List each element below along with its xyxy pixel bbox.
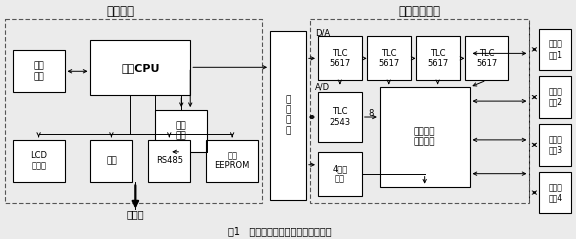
Bar (380, 87, 469, 187)
Text: TLC
2543: TLC 2543 (329, 107, 350, 127)
Bar (149, 140, 190, 182)
Bar (5, 19, 262, 202)
Text: 主控CPU: 主控CPU (121, 63, 160, 73)
Text: 化成充
电机4: 化成充 电机4 (548, 183, 562, 202)
Text: 过程处理模块: 过程处理模块 (399, 5, 441, 18)
Text: TLC
5617: TLC 5617 (378, 49, 399, 68)
Bar (367, 37, 411, 80)
Bar (13, 140, 65, 182)
Text: A/D: A/D (315, 83, 330, 92)
Text: RS485: RS485 (156, 156, 183, 165)
Bar (156, 110, 207, 152)
Bar (416, 37, 460, 80)
Bar (310, 19, 529, 202)
Text: 4路开
关量: 4路开 关量 (332, 164, 347, 183)
Bar (539, 76, 571, 118)
Text: 光耦
隔离: 光耦 隔离 (176, 121, 187, 141)
Text: TLC
5617: TLC 5617 (329, 49, 351, 68)
Text: 化成充
电机1: 化成充 电机1 (548, 40, 562, 59)
Text: 复位
保护: 复位 保护 (33, 62, 44, 81)
Bar (318, 37, 362, 80)
Text: 8: 8 (368, 109, 373, 118)
Bar (539, 172, 571, 213)
Bar (90, 40, 190, 95)
Text: TLC
5617: TLC 5617 (476, 49, 497, 68)
Bar (539, 124, 571, 166)
Bar (13, 50, 65, 92)
Text: 键盘: 键盘 (106, 156, 117, 165)
Text: 光
耦
隔
离: 光 耦 隔 离 (285, 95, 291, 135)
Text: 化成充
电机2: 化成充 电机2 (548, 87, 562, 107)
Bar (465, 37, 509, 80)
Bar (206, 140, 258, 182)
Text: D/A: D/A (315, 28, 330, 37)
Bar (90, 140, 132, 182)
Bar (270, 31, 306, 200)
Bar (318, 92, 362, 142)
Bar (539, 28, 571, 70)
Text: 输入输出
调理电路: 输入输出 调理电路 (414, 127, 435, 147)
Text: 主控模块: 主控模块 (107, 5, 134, 18)
Bar (318, 152, 362, 196)
Text: TLC
5617: TLC 5617 (427, 49, 448, 68)
Text: 串行
EEPROM: 串行 EEPROM (214, 151, 250, 170)
Text: 上位机: 上位机 (127, 209, 144, 219)
Text: LCD
显示器: LCD 显示器 (30, 151, 47, 170)
Text: 图1   化成充放电控制器的硬件结构图: 图1 化成充放电控制器的硬件结构图 (228, 226, 332, 236)
Text: 化成充
电机3: 化成充 电机3 (548, 135, 562, 155)
